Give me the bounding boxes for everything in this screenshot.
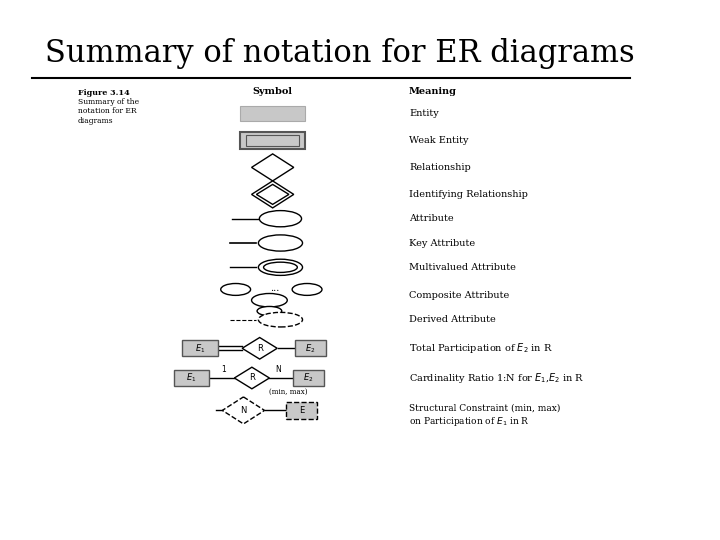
Text: Summary of the
notation for ER
diagrams: Summary of the notation for ER diagrams [78,98,139,125]
Text: (min, max): (min, max) [269,388,308,396]
FancyBboxPatch shape [246,135,300,146]
Ellipse shape [292,284,322,295]
Text: Entity: Entity [409,109,438,118]
Ellipse shape [221,284,251,295]
Ellipse shape [258,312,302,327]
Text: N: N [240,406,247,415]
Ellipse shape [264,262,297,272]
Text: Cardinality Ratio 1:N for $E_1$,$E_2$ in R: Cardinality Ratio 1:N for $E_1$,$E_2$ in… [409,371,585,385]
Polygon shape [222,397,264,424]
Polygon shape [242,338,277,359]
Text: Composite Attribute: Composite Attribute [409,292,509,300]
Text: $E_2$: $E_2$ [305,342,315,355]
FancyBboxPatch shape [287,402,318,418]
FancyBboxPatch shape [182,340,218,356]
Text: R: R [249,374,255,382]
Polygon shape [234,367,269,389]
Text: Key Attribute: Key Attribute [409,239,475,247]
Text: Relationship: Relationship [409,163,471,172]
Polygon shape [251,181,294,208]
Text: E: E [300,406,305,415]
Text: Derived Attribute: Derived Attribute [409,315,496,324]
Text: N: N [275,366,281,374]
Text: $E_1$: $E_1$ [186,372,197,384]
Text: Total Participation of $E_2$ in R: Total Participation of $E_2$ in R [409,341,553,355]
Text: $E_2$: $E_2$ [303,372,314,384]
Text: R: R [257,344,263,353]
Text: Identifying Relationship: Identifying Relationship [409,190,528,199]
FancyBboxPatch shape [293,370,323,386]
Text: Attribute: Attribute [409,214,454,223]
Polygon shape [256,185,289,204]
Text: Summary of notation for ER diagrams: Summary of notation for ER diagrams [45,38,635,69]
Text: Figure 3.14: Figure 3.14 [78,89,130,97]
Text: $E_1$: $E_1$ [194,342,205,355]
FancyBboxPatch shape [240,132,305,149]
Text: ...: ... [270,284,279,293]
Text: Multivalued Attribute: Multivalued Attribute [409,263,516,272]
Ellipse shape [258,235,302,251]
Ellipse shape [258,259,302,275]
FancyBboxPatch shape [295,340,325,356]
Polygon shape [251,154,294,181]
Ellipse shape [257,307,282,315]
Text: 1: 1 [222,366,226,374]
Text: Structural Constraint (min, max)
on Participation of $E_1$ in R: Structural Constraint (min, max) on Part… [409,404,560,428]
FancyBboxPatch shape [174,370,209,386]
Ellipse shape [259,211,302,227]
Text: Meaning: Meaning [409,87,457,97]
Ellipse shape [251,294,287,307]
Text: Symbol: Symbol [253,87,292,97]
Text: Weak Entity: Weak Entity [409,136,469,145]
FancyBboxPatch shape [240,106,305,121]
